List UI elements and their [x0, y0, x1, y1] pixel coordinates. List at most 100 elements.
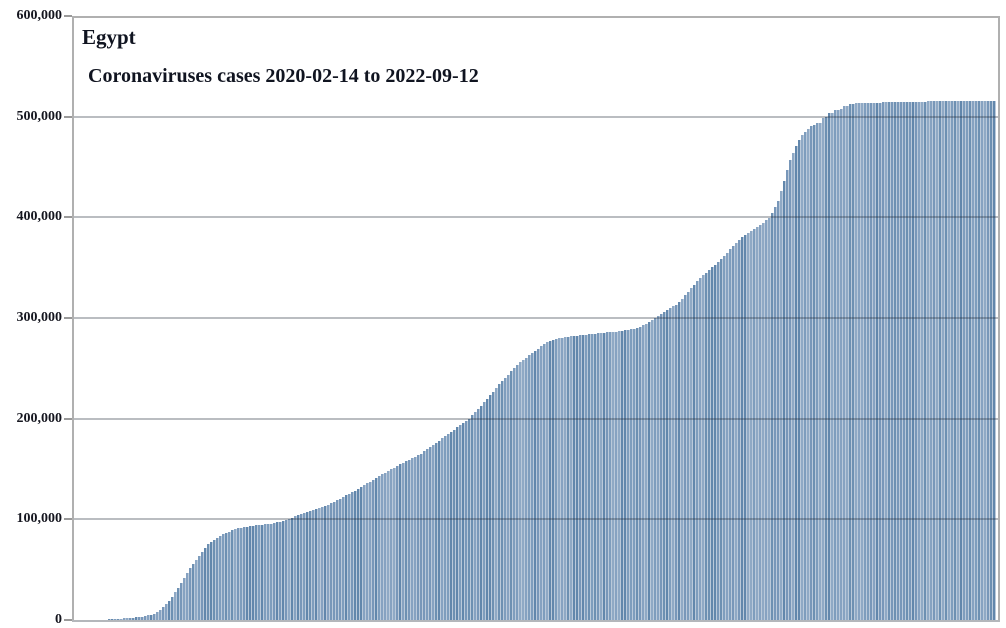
bar: [168, 600, 171, 620]
bar: [933, 101, 936, 620]
bar: [273, 522, 276, 620]
bar: [489, 395, 492, 620]
bar: [384, 472, 387, 620]
bar: [798, 139, 801, 620]
bar: [819, 123, 822, 620]
bar: [327, 504, 330, 620]
bar: [663, 312, 666, 620]
bar: [966, 101, 969, 620]
bar: [765, 220, 768, 620]
bar: [756, 227, 759, 620]
plot-frame-left: [72, 16, 74, 622]
bar: [480, 405, 483, 620]
bar: [300, 514, 303, 620]
bar: [216, 537, 219, 620]
bar: [159, 610, 162, 620]
bar: [435, 442, 438, 620]
bar: [315, 508, 318, 620]
bar: [105, 619, 108, 620]
bar: [459, 425, 462, 620]
bar: [894, 102, 897, 620]
bar: [774, 207, 777, 620]
bar: [240, 527, 243, 620]
bar: [837, 109, 840, 620]
bar: [792, 152, 795, 620]
y-axis-tick: [64, 115, 72, 118]
bar: [921, 101, 924, 620]
bar: [969, 101, 972, 620]
bar: [144, 616, 147, 620]
bar: [351, 492, 354, 620]
bar: [687, 291, 690, 620]
bar: [372, 479, 375, 620]
bar: [909, 101, 912, 620]
bar: [747, 233, 750, 620]
bar: [189, 568, 192, 620]
bar: [195, 559, 198, 620]
bar: [825, 116, 828, 620]
bar: [684, 295, 687, 620]
y-axis-tick-label: 600,000: [16, 8, 63, 23]
bar: [465, 420, 468, 620]
bar: [318, 507, 321, 620]
bar: [411, 458, 414, 620]
bar: [804, 131, 807, 620]
bar: [441, 438, 444, 620]
bar: [429, 447, 432, 620]
bar: [405, 461, 408, 620]
bar: [525, 357, 528, 620]
bar: [306, 512, 309, 620]
bar: [135, 617, 138, 620]
bar: [807, 128, 810, 620]
bar: [771, 213, 774, 620]
bar: [879, 102, 882, 620]
bar: [126, 618, 129, 620]
bar: [393, 467, 396, 620]
bar: [408, 459, 411, 620]
bar: [735, 242, 738, 620]
bar: [222, 534, 225, 620]
bar: [522, 359, 525, 620]
bar: [981, 101, 984, 620]
bar: [510, 371, 513, 620]
bar: [954, 101, 957, 620]
bar: [414, 456, 417, 620]
bar: [528, 355, 531, 620]
bar: [213, 539, 216, 620]
bar: [813, 124, 816, 620]
bar: [582, 334, 585, 620]
bar: [468, 418, 471, 620]
bar: [693, 284, 696, 620]
plot-frame-top: [72, 16, 1000, 18]
bar: [312, 509, 315, 620]
y-axis-tick: [64, 317, 72, 319]
bar: [585, 334, 588, 620]
bar: [138, 616, 141, 620]
bar: [282, 521, 285, 620]
bar: [504, 377, 507, 620]
bar: [201, 551, 204, 620]
bar: [255, 525, 258, 620]
bar: [543, 344, 546, 620]
bar: [228, 531, 231, 620]
bar: [732, 246, 735, 620]
y-axis-tick-label: 200,000: [16, 410, 63, 426]
bar: [204, 548, 207, 620]
bar: [486, 398, 489, 620]
bar: [915, 101, 918, 620]
bar: [918, 101, 921, 620]
bar: [342, 497, 345, 620]
bar: [843, 106, 846, 620]
plot-frame-right: [998, 16, 1000, 622]
y-axis-tick: [64, 417, 72, 420]
bar: [330, 503, 333, 620]
bar: [567, 336, 570, 620]
bar: [171, 596, 174, 620]
bar: [207, 544, 210, 620]
bar: [462, 423, 465, 620]
bar: [834, 109, 837, 620]
bar: [624, 330, 627, 620]
bar: [615, 331, 618, 620]
bar: [906, 101, 909, 620]
bar: [558, 338, 561, 620]
